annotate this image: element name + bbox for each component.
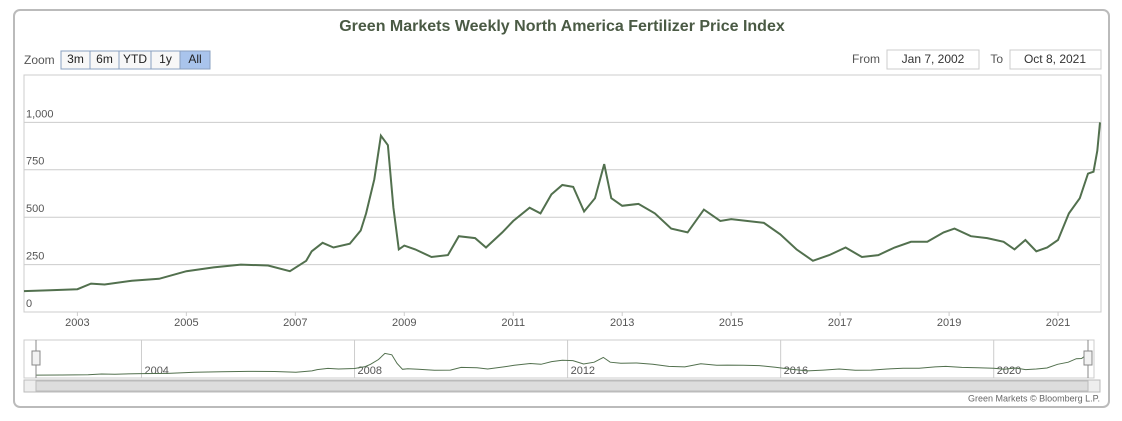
navigator[interactable] (23, 339, 1095, 379)
navigator-tick-label: 2004 (144, 365, 168, 377)
range-to[interactable]: Oct 8, 2021 (1024, 52, 1086, 66)
x-tick-label: 2011 (501, 317, 525, 329)
zoom-button-label[interactable]: 6m (96, 52, 113, 66)
chart-frame (13, 9, 1110, 408)
zoom-button-label[interactable]: 1y (159, 52, 172, 66)
x-tick-label: 2017 (828, 317, 852, 329)
chart-title: Green Markets Weekly North America Ferti… (339, 18, 785, 35)
range-to-input[interactable] (1009, 49, 1102, 70)
x-tick-label: 2021 (1046, 317, 1070, 329)
zoom-button-label[interactable]: 3m (67, 52, 84, 66)
y-tick-label: 500 (26, 203, 44, 215)
x-tick-label: 2003 (65, 317, 89, 329)
range-from[interactable]: Jan 7, 2002 (902, 52, 965, 66)
y-tick-label: 0 (26, 298, 32, 310)
y-tick-label: 250 (26, 251, 44, 263)
navigator-handle[interactable] (31, 350, 41, 366)
y-tick-label: 1,000 (26, 108, 54, 120)
zoom-label: Zoom (24, 53, 55, 67)
series-line (23, 122, 1101, 293)
y-tick-label: 750 (26, 156, 44, 168)
navigator-line (35, 351, 1089, 376)
zoom-button[interactable] (179, 50, 211, 70)
range-from-input[interactable] (886, 49, 980, 70)
x-tick-label: 2007 (283, 317, 307, 329)
zoom-button-label[interactable]: YTD (123, 52, 147, 66)
scrollbar-thumb[interactable] (35, 380, 1089, 392)
navigator-tick-label: 2020 (997, 365, 1021, 377)
navigator-tick-label: 2016 (784, 365, 808, 377)
x-tick-label: 2019 (937, 317, 961, 329)
x-tick-label: 2015 (719, 317, 743, 329)
zoom-button-label[interactable]: All (188, 52, 201, 66)
x-tick-label: 2009 (392, 317, 416, 329)
x-tick-label: 2013 (610, 317, 634, 329)
range-from-label: From (852, 52, 880, 66)
credits: Green Markets © Bloomberg L.P. (968, 393, 1100, 403)
navigator-handle[interactable] (1083, 350, 1093, 366)
navigator-tick-label: 2012 (571, 365, 595, 377)
x-tick-label: 2005 (174, 317, 198, 329)
navigator-tick-label: 2008 (358, 365, 382, 377)
range-to-label: To (990, 52, 1003, 66)
